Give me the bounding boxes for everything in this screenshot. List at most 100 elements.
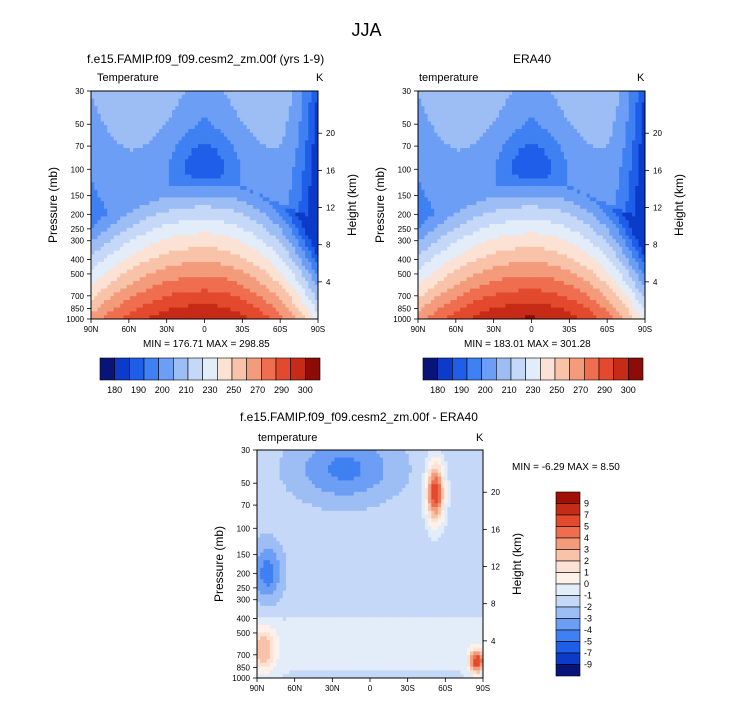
colorbar-swatch bbox=[555, 514, 581, 527]
height-tick-label: 4 bbox=[491, 637, 496, 646]
model-variable-label: Temperature bbox=[97, 72, 159, 84]
colorbar-swatch bbox=[540, 357, 556, 381]
colorbar-swatch bbox=[422, 357, 438, 381]
model-panel-title: f.e15.FAMIP.f09_f09.cesm2_zm.00f (yrs 1-… bbox=[87, 52, 325, 66]
latitude-tick-label: 60S bbox=[438, 684, 452, 693]
height-tick-label: 16 bbox=[326, 166, 335, 175]
pressure-tick-label: 850 bbox=[398, 304, 412, 313]
colorbar-swatch bbox=[217, 357, 233, 381]
latitude-tick-label: 90S bbox=[638, 325, 652, 334]
colorbar-label: -3 bbox=[584, 614, 592, 624]
colorbar-swatch bbox=[555, 652, 581, 665]
colorbar-swatch bbox=[613, 357, 629, 381]
colorbar-swatch bbox=[555, 572, 581, 585]
colorbar-label: -7 bbox=[584, 648, 592, 658]
pressure-tick-label: 250 bbox=[398, 225, 412, 234]
colorbar-swatch bbox=[99, 357, 115, 381]
colorbar-label: 270 bbox=[573, 385, 588, 395]
diff-panel-plot: 30 50 70 100 150 200 250 300 400 500 700 850 1000 20 1… bbox=[212, 446, 524, 693]
pressure-tick-label: 1000 bbox=[66, 315, 84, 324]
height-tick-label: 12 bbox=[326, 204, 335, 213]
colorbar-label: 290 bbox=[274, 385, 289, 395]
pressure-tick-label: 850 bbox=[71, 304, 85, 313]
latitude-tick-label: 30N bbox=[486, 325, 501, 334]
pressure-tick-label: 30 bbox=[75, 87, 84, 96]
colorbar-swatch bbox=[466, 357, 482, 381]
colorbar-swatch bbox=[555, 618, 581, 631]
latitude-tick-label: 30S bbox=[562, 325, 576, 334]
obs-min-max: MIN = 183.01 MAX = 301.28 bbox=[464, 339, 591, 350]
pressure-tick-label: 700 bbox=[71, 292, 85, 301]
pressure-tick-label: 70 bbox=[75, 142, 84, 151]
colorbar-label: 1 bbox=[584, 568, 589, 578]
pressure-tick-label: 150 bbox=[237, 551, 251, 560]
colorbar-swatch bbox=[555, 549, 581, 562]
latitude-tick-label: 60S bbox=[273, 325, 287, 334]
model-units-label: K bbox=[316, 72, 324, 84]
colorbar-swatch bbox=[555, 595, 581, 608]
colorbar-label: -1 bbox=[584, 591, 592, 601]
colorbar-label: 300 bbox=[298, 385, 313, 395]
pressure-tick-label: 200 bbox=[71, 210, 85, 219]
pressure-tick-label: 250 bbox=[71, 225, 85, 234]
model-colorbar: 180 190 200 210 230 250 270 290 300 bbox=[99, 357, 321, 395]
latitude-tick-label: 90S bbox=[311, 325, 325, 334]
colorbar-label: 250 bbox=[226, 385, 241, 395]
colorbar-swatch bbox=[173, 357, 189, 381]
height-tick-label: 12 bbox=[491, 563, 500, 572]
colorbar-label: 270 bbox=[250, 385, 265, 395]
pressure-tick-label: 300 bbox=[71, 237, 85, 246]
colorbar-swatch bbox=[555, 537, 581, 550]
pressure-tick-label: 500 bbox=[71, 270, 85, 279]
colorbar-swatch bbox=[187, 357, 203, 381]
colorbar-label: -4 bbox=[584, 625, 592, 635]
latitude-tick-label: 0 bbox=[368, 684, 373, 693]
obs-panel-title: ERA40 bbox=[513, 52, 552, 66]
height-tick-label: 16 bbox=[653, 166, 662, 175]
latitude-tick-label: 60N bbox=[448, 325, 463, 334]
obs-colorbar: 180 190 200 210 230 250 270 290 300 bbox=[422, 357, 644, 395]
colorbar-swatch bbox=[555, 560, 581, 573]
colorbar-swatch bbox=[275, 357, 291, 381]
pressure-tick-label: 400 bbox=[398, 255, 412, 264]
pressure-tick-label: 50 bbox=[241, 479, 250, 488]
diff-panel-title: f.e15.FAMIP.f09_f09.cesm2_zm.00f - ERA40 bbox=[240, 410, 478, 424]
colorbar-label: 3 bbox=[584, 545, 589, 555]
height-tick-label: 8 bbox=[653, 241, 658, 250]
height-tick-label: 8 bbox=[326, 241, 331, 250]
colorbar-swatch bbox=[158, 357, 174, 381]
model-min-max: MIN = 176.71 MAX = 298.85 bbox=[143, 339, 270, 350]
colorbar-label: 2 bbox=[584, 556, 589, 566]
colorbar-swatch bbox=[555, 491, 581, 504]
colorbar-label: 4 bbox=[584, 533, 589, 543]
pressure-tick-label: 70 bbox=[402, 142, 411, 151]
colorbar-swatch bbox=[290, 357, 306, 381]
colorbar-swatch bbox=[496, 357, 512, 381]
colorbar-swatch bbox=[261, 357, 277, 381]
colorbar-swatch bbox=[481, 357, 497, 381]
colorbar-swatch bbox=[555, 664, 581, 677]
colorbar-swatch bbox=[554, 357, 570, 381]
pressure-tick-label: 100 bbox=[237, 524, 251, 533]
colorbar-swatch bbox=[555, 583, 581, 596]
colorbar-label: 5 bbox=[584, 522, 589, 532]
colorbar-swatch bbox=[555, 606, 581, 619]
pressure-tick-label: 100 bbox=[398, 165, 412, 174]
colorbar-label: 7 bbox=[584, 510, 589, 520]
latitude-tick-label: 0 bbox=[529, 325, 534, 334]
colorbar-label: 200 bbox=[155, 385, 170, 395]
colorbar-label: 180 bbox=[107, 385, 122, 395]
pressure-tick-label: 70 bbox=[241, 501, 250, 510]
colorbar-label: 9 bbox=[584, 499, 589, 509]
latitude-tick-label: 60S bbox=[600, 325, 614, 334]
pressure-tick-label: 400 bbox=[71, 255, 85, 264]
colorbar-label: 230 bbox=[202, 385, 217, 395]
colorbar-swatch bbox=[114, 357, 130, 381]
figure-title: JJA bbox=[351, 20, 382, 40]
colorbar-swatch bbox=[555, 641, 581, 654]
diff-panel-y2-axis-title: Height (km) bbox=[510, 533, 524, 595]
latitude-tick-label: 30S bbox=[235, 325, 249, 334]
pressure-tick-label: 500 bbox=[237, 629, 251, 638]
colorbar-swatch bbox=[525, 357, 541, 381]
model-panel-plot: 30 50 70 100 150 200 250 300 400 500 700 850 1000 20 1… bbox=[46, 87, 359, 334]
